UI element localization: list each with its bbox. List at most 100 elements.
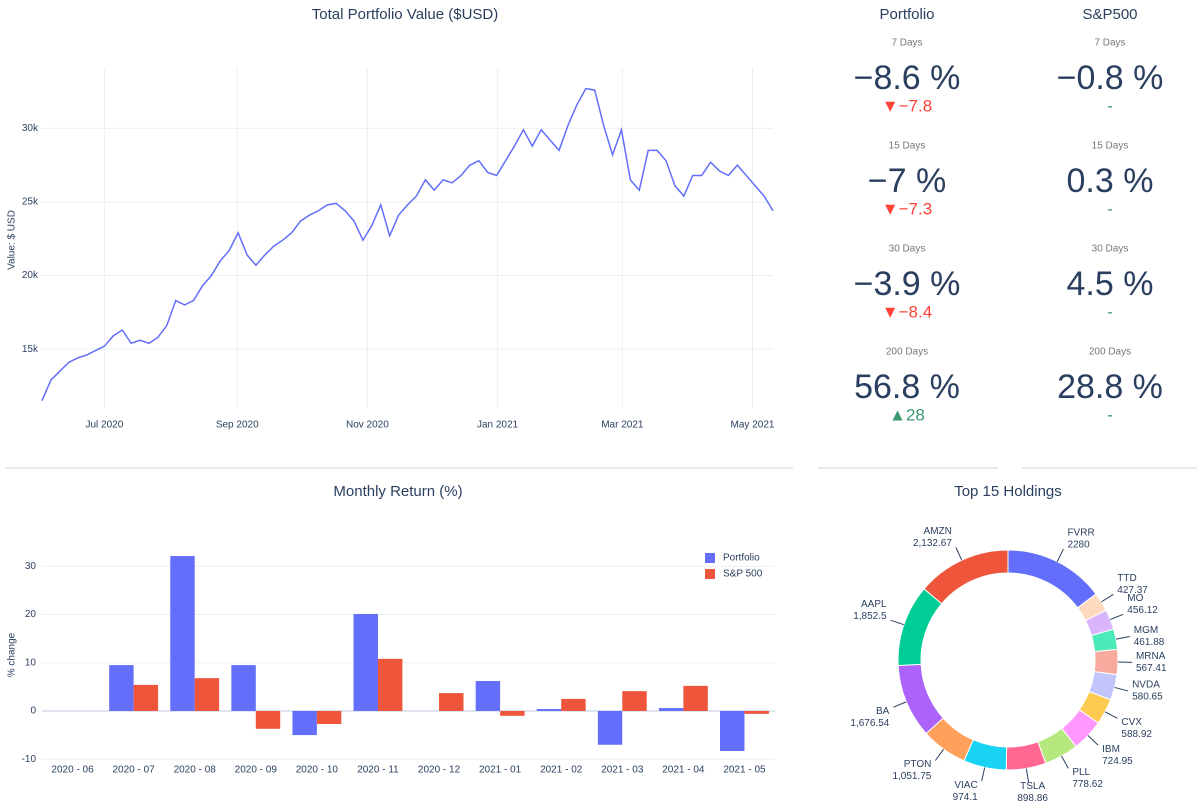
pie-label: NVDA [1132, 680, 1160, 691]
pie-label: TSLA [1020, 781, 1045, 792]
pie-value-label: 974.1 [953, 792, 978, 802]
indicator-value: −3.9 % [854, 265, 961, 303]
x-tick-label: May 2021 [731, 420, 775, 431]
pie-label: MO [1127, 593, 1143, 604]
indicator-value: 4.5 % [1067, 265, 1154, 303]
indicator-period: 200 Days [1089, 347, 1131, 358]
y-tick-label: 0 [30, 706, 36, 717]
pie-label: TTD [1117, 573, 1136, 584]
y-axis-title: Value: $ USD [7, 210, 18, 270]
y-tick-label: 15k [22, 344, 39, 355]
x-tick-label: 2020 - 12 [418, 765, 461, 776]
pie-value-label: 724.95 [1102, 756, 1133, 767]
indicator-delta: - [1107, 96, 1113, 115]
leader-line [1104, 711, 1118, 719]
bar [500, 710, 525, 716]
leader-line [1056, 548, 1064, 562]
x-tick-label: Jul 2020 [85, 420, 123, 431]
chart-title: Top 15 Holdings [954, 483, 1062, 500]
chart-title: Monthly Return (%) [333, 483, 462, 500]
indicator-delta: ▼−7.3 [882, 199, 932, 218]
pie-slice [1005, 741, 1047, 771]
leader-line [955, 547, 963, 561]
pie-value-label: 456.12 [1127, 605, 1158, 616]
legend-swatch [705, 553, 715, 563]
pie-value-label: 1,852.5 [853, 611, 887, 622]
pie-label: MGM [1134, 625, 1158, 636]
indicator-delta: ▼−8.4 [882, 302, 932, 321]
bar [255, 710, 281, 729]
x-tick-label: 2020 - 10 [296, 765, 339, 776]
bar [622, 691, 647, 711]
pie-slice [1007, 549, 1097, 609]
pie-slice [897, 588, 943, 666]
pie-label: AMZN [924, 526, 952, 537]
indicator-period: 7 Days [1094, 38, 1125, 49]
indicator-period: 15 Days [889, 141, 926, 152]
x-tick-label: Jan 2021 [477, 420, 519, 431]
bar [353, 613, 378, 711]
bar [377, 658, 403, 711]
pie-label: BA [876, 706, 890, 717]
bar [744, 710, 769, 714]
x-tick-label: Mar 2021 [601, 420, 644, 431]
leader-line [934, 748, 944, 761]
bar [597, 710, 623, 745]
y-tick-label: 25k [22, 197, 39, 208]
indicator-value: 28.8 % [1057, 368, 1163, 406]
bar [561, 698, 586, 711]
bar [475, 681, 501, 711]
pie-value-label: 2280 [1067, 540, 1090, 551]
pie-label: PLL [1072, 767, 1090, 778]
legend-label: S&P 500 [723, 569, 763, 580]
bar [683, 685, 708, 711]
pie-value-label: 778.62 [1072, 779, 1103, 790]
pie-label: PTON [904, 759, 932, 770]
leader-line [1087, 735, 1099, 746]
x-tick-label: 2020 - 07 [112, 765, 155, 776]
x-tick-label: 2020 - 06 [51, 765, 94, 776]
pie-value-label: 567.41 [1136, 663, 1167, 674]
indicator-value: −8.6 % [854, 59, 961, 97]
indicator-period: 200 Days [886, 347, 928, 358]
leader-line [981, 767, 986, 782]
pie-value-label: 580.65 [1132, 692, 1163, 703]
pie-slice [1093, 648, 1119, 676]
x-tick-label: Nov 2020 [346, 420, 389, 431]
pie-label: VIAC [954, 780, 977, 791]
leader-line [1025, 768, 1030, 783]
pie-label: MRNA [1136, 651, 1166, 662]
x-tick-label: 2021 - 02 [540, 765, 583, 776]
bar [720, 710, 745, 752]
pie-value-label: 427.37 [1117, 585, 1148, 596]
x-tick-label: 2021 - 03 [601, 765, 644, 776]
y-tick-label: 30k [22, 123, 39, 134]
x-tick-label: 2021 - 05 [723, 765, 766, 776]
pie-value-label: 2,132.67 [913, 538, 952, 549]
indicator-period: 30 Days [1092, 244, 1129, 255]
y-tick-label: 10 [25, 657, 37, 668]
line [41, 87, 774, 401]
indicator-header: S&P500 [1082, 6, 1137, 23]
pie-slice [923, 549, 1009, 605]
x-tick-label: 2020 - 08 [174, 765, 217, 776]
pie-value-label: 1,051.75 [892, 771, 931, 782]
leader-line [893, 701, 907, 708]
leader-line [1061, 755, 1069, 769]
indicator-delta: ▼−7.8 [882, 96, 932, 115]
pie-slice [897, 663, 944, 735]
indicator-delta: ▲28 [889, 405, 925, 424]
indicator-value: −7 % [868, 162, 946, 200]
x-tick-label: 2020 - 11 [357, 765, 399, 776]
leader-line [890, 619, 904, 626]
pie-label: CVX [1121, 717, 1142, 728]
leader-line [1115, 636, 1130, 640]
bar [658, 708, 684, 711]
bar [231, 665, 256, 711]
pie-value-label: 461.88 [1134, 637, 1165, 648]
x-tick-label: 2021 - 01 [479, 765, 522, 776]
pie-value-label: 588.92 [1121, 729, 1152, 740]
leader-line [1110, 613, 1124, 620]
pie-value-label: 1,676.54 [850, 718, 889, 729]
legend-swatch [705, 569, 715, 579]
